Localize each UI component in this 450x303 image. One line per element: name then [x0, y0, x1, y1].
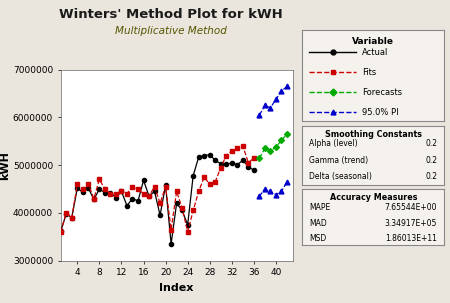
Text: Gamma (trend): Gamma (trend): [310, 155, 369, 165]
Text: 0.2: 0.2: [425, 155, 437, 165]
Text: Winters' Method Plot for kWH: Winters' Method Plot for kWH: [59, 8, 283, 21]
Text: 95.0% PI: 95.0% PI: [362, 108, 399, 117]
Text: 7.65544E+00: 7.65544E+00: [385, 203, 437, 212]
Text: Fits: Fits: [362, 68, 376, 77]
Text: Variable: Variable: [352, 37, 394, 46]
X-axis label: Index: Index: [159, 283, 194, 293]
Text: 0.2: 0.2: [425, 172, 437, 181]
Text: Delta (seasonal): Delta (seasonal): [310, 172, 372, 181]
Text: Alpha (level): Alpha (level): [310, 139, 358, 148]
Text: Forecasts: Forecasts: [362, 88, 402, 97]
Text: Accuracy Measures: Accuracy Measures: [329, 193, 417, 202]
Text: Actual: Actual: [362, 48, 388, 57]
Text: MSD: MSD: [310, 234, 327, 243]
Text: MAPE: MAPE: [310, 203, 331, 212]
Text: 3.34917E+05: 3.34917E+05: [385, 218, 437, 228]
Text: MAD: MAD: [310, 218, 327, 228]
Y-axis label: kWH: kWH: [0, 151, 10, 180]
Text: Smoothing Constants: Smoothing Constants: [325, 130, 422, 139]
Text: 1.86013E+11: 1.86013E+11: [385, 234, 437, 243]
Text: 0.2: 0.2: [425, 139, 437, 148]
Text: Multiplicative Method: Multiplicative Method: [115, 26, 227, 36]
